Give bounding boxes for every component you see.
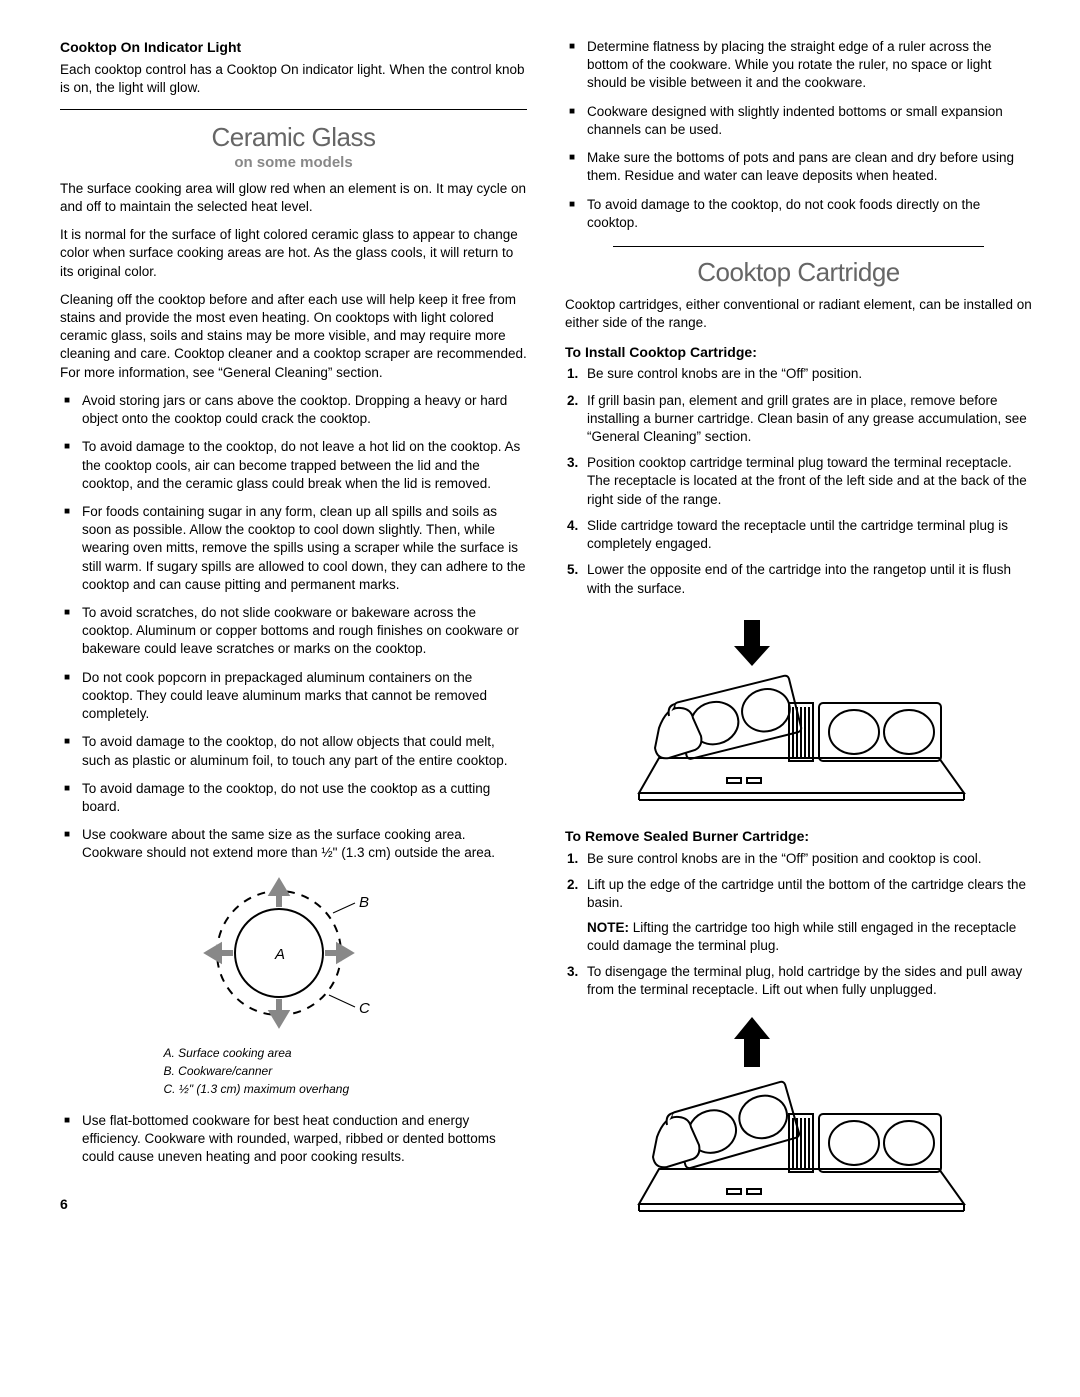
ceramic-bullets-2: Use flat-bottomed cookware for best heat…	[60, 1112, 527, 1167]
list-item: Use flat-bottomed cookware for best heat…	[60, 1112, 527, 1167]
ceramic-subtitle: on some models	[60, 153, 527, 173]
list-item: Make sure the bottoms of pots and pans a…	[565, 149, 1032, 185]
remove-step2-text: Lift up the edge of the cartridge until …	[587, 877, 1026, 910]
diagram-label-b: B	[359, 894, 369, 911]
install-heading: To Install Cooktop Cartridge:	[565, 343, 1032, 362]
page-number: 6	[60, 1195, 527, 1214]
list-item: To avoid scratches, do not slide cookwar…	[60, 604, 527, 659]
section-divider	[613, 246, 984, 247]
indicator-text: Each cooktop control has a Cooktop On in…	[60, 61, 527, 97]
legend-c: C. ½" (1.3 cm) maximum overhang	[164, 1080, 424, 1098]
install-diagram	[565, 608, 1032, 813]
list-item: Lift up the edge of the cartridge until …	[565, 876, 1032, 955]
remove-steps: Be sure control knobs are in the “Off” p…	[565, 850, 1032, 1000]
list-item: Be sure control knobs are in the “Off” p…	[565, 365, 1032, 383]
ceramic-bullets-continued: Determine flatness by placing the straig…	[565, 38, 1032, 232]
cookware-diagram: A B C A. Surface cooking area B. Cookwar…	[60, 873, 527, 1098]
list-item: Slide cartridge toward the receptacle un…	[565, 517, 1032, 553]
cartridge-intro: Cooktop cartridges, either conventional …	[565, 296, 1032, 332]
legend-a: A. Surface cooking area	[164, 1044, 424, 1062]
list-item: To avoid damage to the cooktop, do not u…	[60, 780, 527, 816]
list-item: Use cookware about the same size as the …	[60, 826, 527, 862]
section-divider	[60, 109, 527, 110]
list-item: Lower the opposite end of the cartridge …	[565, 561, 1032, 597]
remove-note: NOTE: Lifting the cartridge too high whi…	[587, 919, 1032, 955]
list-item: To avoid damage to the cooktop, do not a…	[60, 733, 527, 769]
list-item: For foods containing sugar in any form, …	[60, 503, 527, 594]
list-item: Be sure control knobs are in the “Off” p…	[565, 850, 1032, 868]
ceramic-title: Ceramic Glass	[60, 120, 527, 155]
list-item: To avoid damage to the cooktop, do not c…	[565, 196, 1032, 232]
diagram-legend: A. Surface cooking area B. Cookware/cann…	[164, 1044, 424, 1098]
list-item: Avoid storing jars or cans above the coo…	[60, 392, 527, 428]
list-item: Do not cook popcorn in prepackaged alumi…	[60, 669, 527, 724]
diagram-label-a: A	[274, 946, 285, 963]
list-item: Cookware designed with slightly indented…	[565, 103, 1032, 139]
ceramic-bullets-1: Avoid storing jars or cans above the coo…	[60, 392, 527, 863]
list-item: To disengage the terminal plug, hold car…	[565, 963, 1032, 999]
legend-b: B. Cookware/canner	[164, 1062, 424, 1080]
indicator-heading: Cooktop On Indicator Light	[60, 38, 527, 57]
remove-diagram	[565, 1009, 1032, 1224]
ceramic-p1: The surface cooking area will glow red w…	[60, 180, 527, 216]
install-steps: Be sure control knobs are in the “Off” p…	[565, 365, 1032, 597]
list-item: To avoid damage to the cooktop, do not l…	[60, 438, 527, 493]
list-item: If grill basin pan, element and grill gr…	[565, 392, 1032, 447]
remove-heading: To Remove Sealed Burner Cartridge:	[565, 827, 1032, 846]
page-columns: Cooktop On Indicator Light Each cooktop …	[60, 38, 1032, 1239]
cartridge-title: Cooktop Cartridge	[565, 255, 1032, 290]
ceramic-p3: Cleaning off the cooktop before and afte…	[60, 291, 527, 382]
list-item: Determine flatness by placing the straig…	[565, 38, 1032, 93]
list-item: Position cooktop cartridge terminal plug…	[565, 454, 1032, 509]
ceramic-p2: It is normal for the surface of light co…	[60, 226, 527, 281]
left-column: Cooktop On Indicator Light Each cooktop …	[60, 38, 527, 1239]
remove-note-text: Lifting the cartridge too high while sti…	[587, 920, 1016, 953]
right-column: Determine flatness by placing the straig…	[565, 38, 1032, 1239]
diagram-label-c: C	[359, 1000, 370, 1017]
